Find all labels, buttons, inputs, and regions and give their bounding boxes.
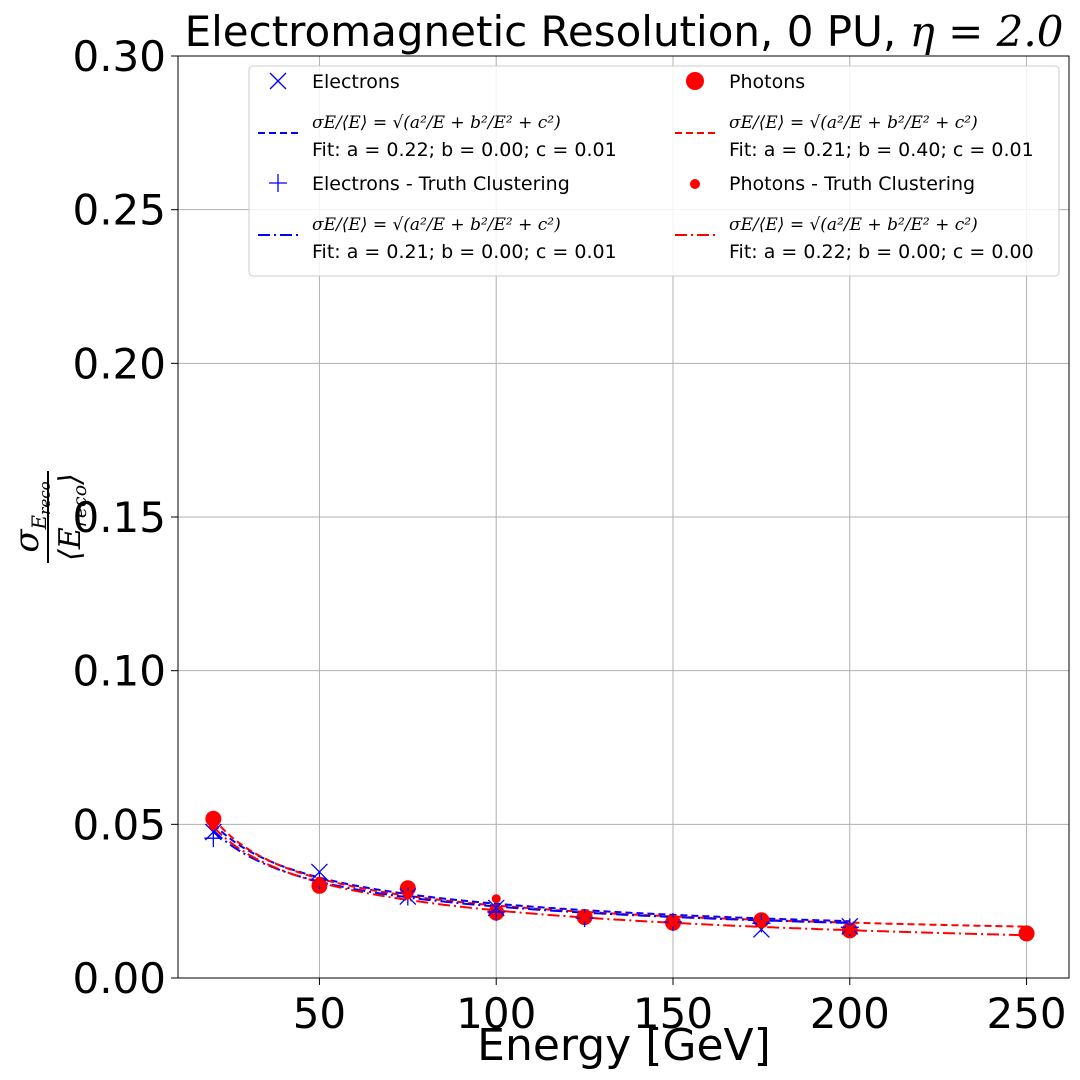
data-point — [756, 919, 766, 929]
x-tick-label: 200 — [810, 989, 890, 1038]
legend-formula: σE/⟨E⟩ = √(a²/E + b²/E² + c²) — [312, 215, 561, 235]
y-tick-label: 0.25 — [72, 186, 166, 235]
legend-label: Photons - Truth Clustering — [729, 173, 975, 195]
legend-box — [248, 65, 1060, 277]
legend-label: Fit: a = 0.21; b = 0.00; c = 0.01 — [312, 241, 617, 263]
data-point — [208, 821, 218, 831]
x-tick-label: 150 — [633, 989, 713, 1038]
legend-handle-marker — [269, 174, 287, 192]
y-label-sigma: σ — [7, 529, 47, 553]
legend-item: σE/⟨E⟩ = √(a²/E + b²/E² + c²) Fit: a = 0.… — [258, 113, 617, 161]
chart-title-eta: η = 2.0 — [910, 7, 1064, 56]
y-tick-label: 0.30 — [72, 32, 166, 81]
data-points — [204, 810, 1035, 942]
legend-item: Photons — [686, 71, 805, 93]
y-axis-label-denominator: ⟨Ereco⟩ — [53, 473, 91, 561]
legend-item: σE/⟨E⟩ = √(a²/E + b²/E² + c²) Fit: a = 0.… — [258, 215, 617, 263]
legend-label: Fit: a = 0.21; b = 0.40; c = 0.01 — [729, 139, 1034, 161]
y-label-den-e: ⟨E — [53, 527, 88, 561]
legend-item: σE/⟨E⟩ = √(a²/E + b²/E² + c²) Fit: a = 0.… — [675, 113, 1034, 161]
fit-curve — [212, 817, 1027, 928]
legend-label: Electrons — [312, 71, 400, 93]
y-tick-label: 0.15 — [72, 493, 166, 542]
legend-item: Photons - Truth Clustering — [690, 173, 975, 195]
data-point — [491, 894, 501, 904]
y-axis-label: σEreco ⟨Ereco⟩ — [7, 471, 91, 563]
legend-formula: σE/⟨E⟩ = √(a²/E + b²/E² + c²) — [729, 215, 978, 235]
x-tick-label: 250 — [986, 989, 1066, 1038]
data-point — [1022, 928, 1032, 938]
data-point — [580, 912, 590, 922]
y-tick-label: 0.05 — [72, 800, 166, 849]
data-point — [205, 810, 222, 827]
x-tick-label: 100 — [456, 989, 536, 1038]
data-point — [314, 876, 324, 886]
data-point — [845, 924, 855, 934]
legend-handle-marker — [269, 72, 287, 90]
data-point — [668, 917, 678, 927]
y-tick-label: 0.20 — [72, 339, 166, 388]
y-label-sub-reco: reco — [36, 481, 54, 514]
fit-curve — [212, 826, 1027, 937]
x-tick-label: 50 — [293, 989, 346, 1038]
legend-item: Electrons — [269, 71, 400, 93]
legend-formula: σE/⟨E⟩ = √(a²/E + b²/E² + c²) — [729, 113, 978, 133]
x-axis-ticks: 50 100 150 200 250 — [293, 978, 1067, 1038]
data-point — [487, 902, 506, 921]
y-axis-ticks: 0.00 0.05 0.10 0.15 0.20 0.25 0.30 — [72, 32, 178, 1003]
legend-label: Fit: a = 0.22; b = 0.00; c = 0.00 — [729, 241, 1034, 263]
x-axis-label: Energy [GeV] — [477, 1020, 771, 1071]
legend-formula: σE/⟨E⟩ = √(a²/E + b²/E² + c²) — [312, 113, 561, 133]
y-label-den-reco: reco — [69, 485, 91, 527]
y-tick-label: 0.00 — [72, 954, 166, 1003]
y-label-den-close: ⟩ — [53, 473, 88, 486]
y-label-sub-e: E — [27, 514, 51, 530]
legend-label: Fit: a = 0.22; b = 0.00; c = 0.01 — [312, 139, 617, 161]
y-axis-label-numerator: σEreco — [7, 481, 54, 552]
legend-items: Electrons Photons σE/⟨E⟩ = √(a²/E + b²/E² … — [258, 71, 1034, 263]
chart-title-text: Electromagnetic Resolution, 0 PU, — [185, 7, 910, 56]
data-point — [204, 829, 223, 848]
legend-item: σE/⟨E⟩ = √(a²/E + b²/E² + c²) Fit: a = 0.… — [675, 215, 1034, 263]
legend-label: Photons — [729, 71, 805, 93]
x-marker-stroke — [269, 72, 287, 90]
legend-item: Electrons - Truth Clustering — [269, 173, 570, 195]
data-point — [403, 890, 413, 900]
chart-title: Electromagnetic Resolution, 0 PU, η = 2.… — [185, 7, 1064, 56]
legend-label: Electrons - Truth Clustering — [312, 173, 570, 195]
fit-curve — [212, 823, 850, 923]
y-tick-label: 0.10 — [72, 647, 166, 696]
legend: Electrons Photons σE/⟨E⟩ = √(a²/E + b²/E² … — [248, 65, 1060, 277]
legend-handle-dot — [690, 179, 700, 189]
legend-handle-circle — [686, 72, 704, 90]
